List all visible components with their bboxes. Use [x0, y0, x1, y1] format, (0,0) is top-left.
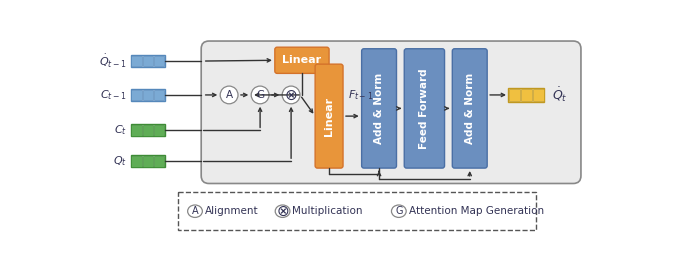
Bar [509, 89, 520, 101]
Bar [131, 56, 142, 67]
Bar [533, 89, 544, 101]
Text: G: G [256, 90, 264, 100]
FancyBboxPatch shape [201, 41, 581, 183]
Bar [131, 155, 165, 167]
FancyBboxPatch shape [315, 64, 343, 168]
Bar [154, 90, 164, 100]
Text: Multiplication: Multiplication [292, 206, 363, 216]
Text: $F_{t-1}$: $F_{t-1}$ [347, 88, 373, 102]
FancyBboxPatch shape [275, 47, 329, 73]
FancyBboxPatch shape [178, 192, 536, 231]
Text: ⊗: ⊗ [276, 204, 289, 219]
Text: Attention Map Generation: Attention Map Generation [408, 206, 544, 216]
Bar [508, 88, 545, 102]
Text: $Q_t$: $Q_t$ [113, 154, 127, 168]
Text: $C_{t-1}$: $C_{t-1}$ [100, 88, 127, 102]
Text: Add & Norm: Add & Norm [374, 73, 384, 144]
Circle shape [251, 86, 269, 104]
Text: $\dot{Q}_t$: $\dot{Q}_t$ [552, 86, 567, 104]
Bar [131, 124, 165, 136]
Bar [131, 55, 165, 67]
Bar [131, 89, 165, 101]
Bar [143, 125, 153, 136]
Text: Add & Norm: Add & Norm [465, 73, 475, 144]
Bar [143, 56, 153, 67]
Bar [154, 156, 164, 166]
Text: G: G [395, 206, 403, 216]
Circle shape [220, 86, 238, 104]
Ellipse shape [275, 205, 290, 217]
Bar [154, 125, 164, 136]
Ellipse shape [392, 205, 406, 217]
Text: Feed Forward: Feed Forward [419, 68, 430, 149]
Bar [143, 156, 153, 166]
Text: Linear: Linear [282, 55, 322, 65]
FancyBboxPatch shape [404, 49, 444, 168]
Bar [131, 125, 142, 136]
Text: $C_t$: $C_t$ [113, 123, 127, 137]
Text: A: A [226, 90, 233, 100]
Text: Linear: Linear [324, 96, 334, 136]
Ellipse shape [188, 205, 202, 217]
Text: Alignment: Alignment [205, 206, 258, 216]
Bar [131, 156, 142, 166]
FancyBboxPatch shape [362, 49, 397, 168]
Bar [521, 89, 531, 101]
Text: A: A [192, 206, 199, 216]
Text: $\dot{Q}_{t-1}$: $\dot{Q}_{t-1}$ [99, 52, 127, 70]
FancyBboxPatch shape [453, 49, 487, 168]
Text: ⊗: ⊗ [284, 87, 298, 103]
Bar [154, 56, 164, 67]
Circle shape [282, 86, 300, 104]
Bar [143, 90, 153, 100]
Bar [131, 90, 142, 100]
